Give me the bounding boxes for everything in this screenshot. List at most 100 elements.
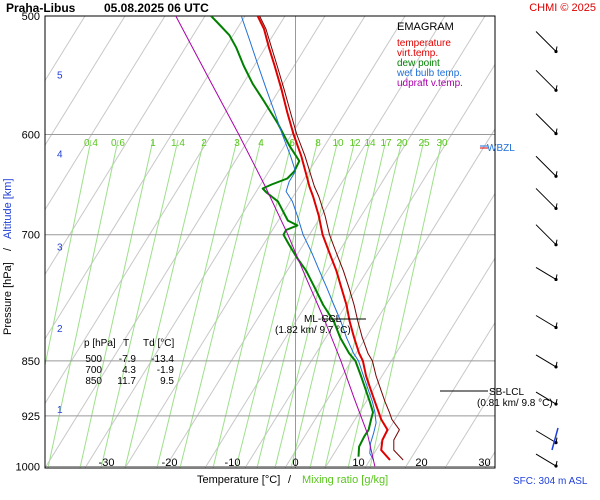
table-cell: -1.9 (157, 365, 175, 376)
wind-barb-shaft (535, 391, 557, 405)
wind-barb-shaft (535, 453, 557, 467)
wind-barb (535, 267, 558, 282)
table-cell: 9.5 (160, 376, 174, 387)
wind-barb-shaft (535, 31, 557, 52)
wind-barb-shaft (535, 188, 557, 209)
x-axis-separator: / (288, 474, 292, 486)
mixing-ratio-label: 12 (349, 138, 361, 149)
wind-barb (535, 188, 558, 211)
pressure-tick-label: 925 (22, 411, 40, 423)
mixing-ratio-line (47, 139, 119, 468)
dry-adiabat (45, 16, 126, 147)
wind-barb (535, 155, 558, 178)
dry-adiabat (84, 16, 366, 468)
mixing-ratio-label: 25 (418, 138, 430, 149)
dry-adiabat (45, 16, 286, 405)
mixing-ratio-label: 14 (364, 138, 376, 149)
y-axis-title: Pressure [hPa] / Altitude [km] (2, 178, 14, 335)
x-tick-label: 30 (478, 457, 490, 469)
table-cell: -13.4 (151, 354, 174, 365)
wind-barb-dot (554, 206, 558, 211)
table-cell: 11.7 (117, 376, 136, 387)
y-axis-separator: / (2, 247, 14, 251)
mixing-ratio-line (347, 139, 425, 468)
wind-barb-dot (554, 277, 558, 282)
mixing-ratio-line (79, 139, 154, 468)
wind-barb (535, 391, 558, 406)
wind-barb (535, 354, 558, 369)
wind-barb-dot (554, 49, 558, 54)
wind-barb-dot (554, 365, 558, 369)
wind-barb-dot (554, 464, 558, 468)
table-cell: 500 (85, 354, 102, 365)
wind-barb (535, 113, 558, 136)
mixing-ratio-line (235, 139, 319, 468)
wind-barbs (535, 31, 559, 468)
station-title: Praha-Libus (6, 1, 76, 15)
mixing-ratio-label: 30 (436, 138, 448, 149)
x-axis-label: Temperature [°C] (197, 474, 280, 486)
wind-barb-dot (554, 325, 558, 330)
mixing-ratio-line (274, 139, 356, 468)
dry-adiabat (244, 63, 495, 468)
legend-wet-bulb: wet bulb temp. (396, 68, 462, 79)
wbzl-label: WBZL (487, 143, 515, 154)
pressure-tick-label: 1000 (16, 462, 40, 474)
x-tick-label: -30 (99, 457, 115, 469)
sfc-label: SFC: 304 m ASL (513, 476, 588, 487)
dry-adiabat (45, 16, 246, 340)
wind-barb (535, 453, 558, 468)
mixing-ratio-label: 1 (150, 138, 156, 149)
dry-adiabat (284, 128, 495, 468)
mixing-ratio-lines (45, 139, 443, 468)
mixing-ratio-line (156, 139, 238, 468)
wbzl-annotation: WBZL (480, 143, 515, 154)
profile-series (175, 16, 404, 467)
pressure-tick-label: 850 (22, 356, 40, 368)
mixing-ratio-label: 20 (396, 138, 408, 149)
ml-ccl-annotation: ML-CCL (1.82 km/ 9.7 °C) (275, 314, 366, 336)
values-table: p [hPa] T Td [°C] 500 -7.9 -13.4 700 4.3… (84, 338, 174, 387)
dry-adiabat (404, 321, 495, 468)
datetime-title: 05.08.2025 06 UTC (104, 1, 209, 15)
series-line-wet-bulb-temp (240, 16, 377, 461)
ml-ccl-label: ML-CCL (304, 314, 342, 325)
x-axis-label-mixing: Mixing ratio [g/kg] (302, 474, 388, 486)
legend: EMAGRAM temperature virt.temp. dew point… (396, 21, 463, 89)
mixing-ratio-label: 4 (258, 138, 264, 149)
table-cell: 850 (85, 376, 102, 387)
dry-adiabat (45, 16, 166, 211)
pressure-tick-label: 500 (22, 11, 40, 23)
legend-updraft: udpraft v.temp. (397, 78, 463, 89)
sb-lcl-annotation: SB-LCL (0.81 km/ 9.8 °C) (440, 387, 553, 409)
dry-adiabat (124, 16, 406, 468)
x-tick-label: -10 (225, 457, 241, 469)
mixing-ratio-line (256, 139, 339, 468)
mixing-ratio-label: 1.4 (171, 138, 185, 149)
table-cell: 700 (85, 365, 102, 376)
altitude-tick-label: 4 (57, 150, 63, 161)
wind-barb-dot (554, 131, 558, 136)
wind-barb-shaft (535, 113, 557, 134)
table-cell: -7.9 (119, 354, 137, 365)
wind-barb (535, 315, 558, 330)
mixing-ratio-label: 0.4 (84, 138, 98, 149)
mixing-ratio-line (309, 139, 387, 468)
mixing-ratio-line (100, 139, 179, 468)
dry-adiabat (45, 16, 326, 468)
table-header-t: T (123, 338, 129, 349)
x-tick-label: 0 (292, 457, 298, 469)
mixing-ratio-label: 0.6 (111, 138, 125, 149)
y-axis-label-altitude: Altitude [km] (2, 178, 14, 239)
dry-adiabat (45, 16, 206, 276)
pressure-tick-label: 600 (22, 130, 40, 142)
legend-dew-point: dew point (397, 58, 440, 69)
mixing-ratio-line (179, 139, 262, 468)
x-tick-label: 20 (415, 457, 427, 469)
wind-barb-dot (554, 441, 558, 445)
wind-barb (535, 430, 558, 445)
ml-ccl-detail: (1.82 km/ 9.7 °C) (275, 325, 351, 336)
series-line-temperature (256, 16, 391, 461)
plot-frame (44, 15, 496, 469)
